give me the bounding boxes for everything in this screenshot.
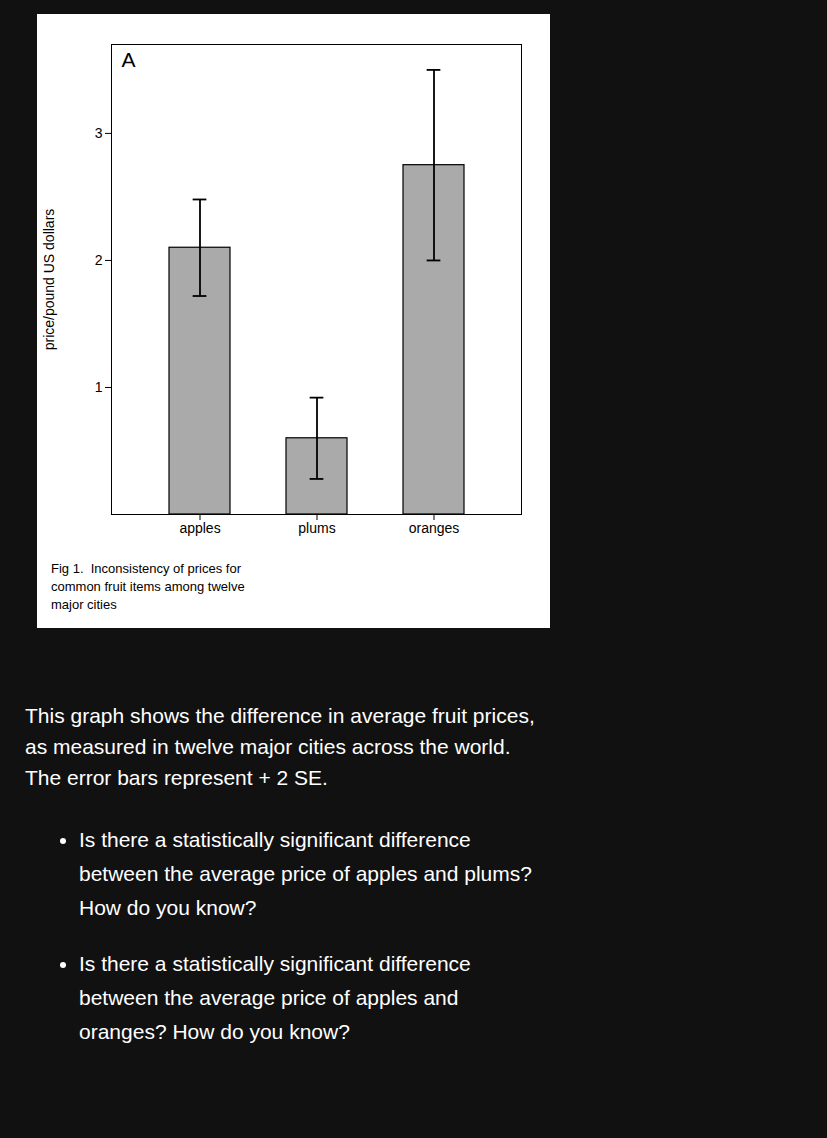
svg-text:A: A: [122, 48, 136, 71]
svg-text:plums: plums: [298, 520, 335, 536]
html-text:as measured in twelve major ci: as measured in twelve major cities acros…: [25, 735, 511, 758]
html-text:How do you know?: How do you know?: [79, 896, 257, 919]
html-text:Fig 1. Inconsistency of prices: Fig 1. Inconsistency of prices for: [51, 561, 241, 576]
svg-text:price/pound US dollars: price/pound US dollars: [41, 209, 57, 351]
html-text:oranges? How do you know?: oranges? How do you know?: [79, 1020, 350, 1043]
html-text:major cities: major cities: [51, 597, 117, 612]
html-text:This graph shows the differenc: This graph shows the difference in avera…: [25, 704, 535, 727]
svg-text:3: 3: [95, 125, 103, 141]
html-text:The error bars represent + 2 S: The error bars represent + 2 SE.: [25, 766, 328, 789]
svg-text:2: 2: [95, 252, 103, 268]
svg-text:1: 1: [95, 379, 103, 395]
html-text:common fruit items among twelv: common fruit items among twelve: [51, 579, 245, 594]
svg-text:oranges: oranges: [409, 520, 460, 536]
svg-text:apples: apples: [179, 520, 220, 536]
html-text:between the average price of a: between the average price of apples and: [79, 986, 459, 1009]
html-text:between the average price of a: between the average price of apples and …: [79, 862, 532, 885]
html-text:Is there a statistically signi: Is there a statistically significant dif…: [79, 828, 471, 851]
html-text:Is there a statistically signi: Is there a statistically significant dif…: [79, 952, 471, 975]
